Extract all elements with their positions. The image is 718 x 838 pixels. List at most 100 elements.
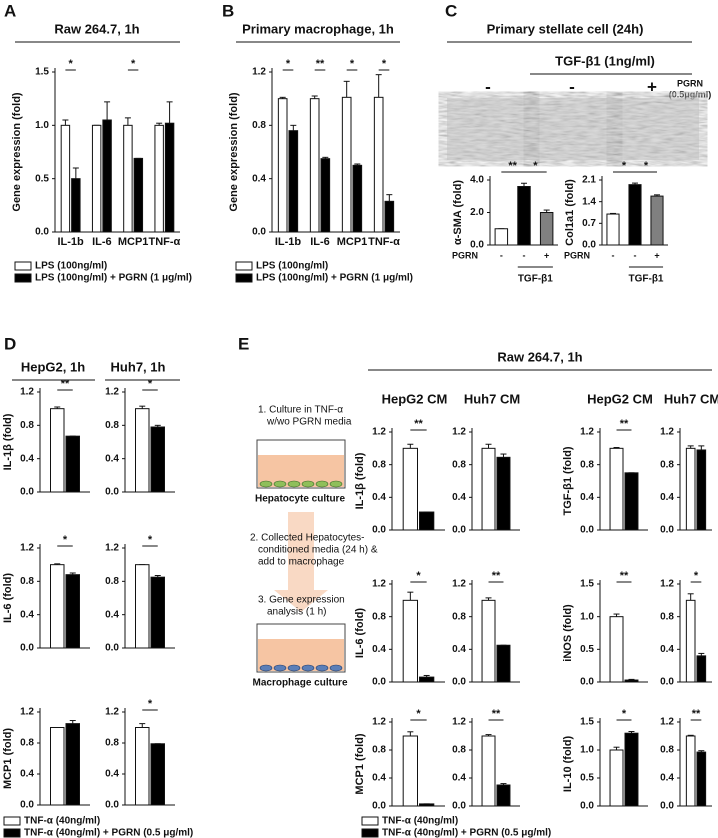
bar: [496, 784, 511, 807]
y-tick-label: 1.2: [452, 427, 466, 438]
y-tick-label: 0.4: [20, 769, 34, 780]
y-tick-label: 0.8: [372, 611, 386, 622]
column-title: Huh7 CM: [464, 391, 520, 406]
bar: [539, 212, 554, 246]
step-text: conditioned media (24 h) &: [258, 545, 378, 556]
y-tick-label: 0.0: [20, 487, 34, 498]
panel-title: Primary macrophage, 1h: [242, 21, 394, 36]
y-tick-label: 0.8: [452, 459, 466, 470]
y-tick-label: 0.0: [372, 525, 386, 536]
bar: [135, 408, 150, 493]
bar: [696, 449, 707, 531]
y-tick-label: 1.5: [580, 717, 594, 728]
bar: [624, 732, 639, 807]
y-tick-label: 0.8: [660, 745, 674, 756]
y-tick-label: 0.0: [105, 487, 119, 498]
legend-label: LPS (100ng/ml) + PGRN (1 μg/ml): [35, 273, 192, 284]
y-tick-label: 0.4: [105, 453, 119, 464]
x-tick-label: MCP1: [118, 236, 149, 248]
bar: [402, 735, 419, 807]
y-tick-label: 1.2: [372, 579, 386, 590]
culture-label: Hepatocyte culture: [255, 494, 345, 505]
group-label: TGF-β1: [629, 274, 664, 285]
bar: [419, 511, 435, 531]
y-tick-label: 0.0: [580, 525, 594, 536]
bar: [320, 158, 331, 233]
significance-star: *: [350, 58, 355, 70]
bar: [402, 599, 419, 683]
bar: [384, 200, 395, 233]
bar: [685, 599, 696, 683]
significance-star: *: [63, 534, 68, 546]
column-title: Huh7 CM: [664, 391, 718, 406]
significance-star: **: [620, 570, 629, 582]
y-tick-label: 1.0: [35, 120, 49, 131]
x-tick-label: MCP1: [337, 236, 368, 248]
bar: [341, 96, 352, 233]
legend-label: LPS (100ng/ml) + PGRN (1 μg/ml): [256, 273, 413, 284]
x-tick-label: IL-1b: [57, 236, 84, 248]
legend-swatch: [14, 273, 32, 283]
bar: [517, 186, 531, 246]
treatment-sign: -: [485, 77, 491, 96]
y-tick-label: 0.8: [252, 120, 266, 131]
panel-letter: A: [4, 1, 16, 20]
y-tick-label: 1.2: [20, 387, 34, 398]
bar: [50, 564, 65, 649]
x-tick-label: IL-6: [310, 236, 330, 248]
legend-swatch: [235, 261, 253, 271]
y-tick-label: 0.0: [660, 801, 674, 812]
panel-title: Raw 264.7, 1h: [54, 21, 139, 36]
significance-star: *: [694, 570, 699, 582]
bar: [50, 727, 65, 806]
panel-title: Primary stellate cell (24h): [487, 21, 644, 36]
legend-label: TNF-α (40ng/ml) + PGRN (0.5 μg/ml): [382, 828, 551, 838]
bar: [150, 426, 165, 493]
y-tick-label: 0.0: [372, 801, 386, 812]
pgrn-label: (0.5μg/ml): [669, 89, 712, 99]
treatment-label: TGF-β1 (1ng/ml): [555, 53, 655, 68]
y-tick-label: 1.2: [105, 387, 119, 398]
bar: [309, 98, 320, 233]
legend-swatch: [3, 816, 21, 826]
bar: [123, 124, 133, 233]
bar: [60, 124, 71, 233]
bar: [154, 124, 164, 233]
micrograph: [615, 98, 699, 160]
significance-star: **: [414, 418, 423, 430]
y-tick-label: 1.2: [252, 67, 266, 78]
y-tick-label: 1.0: [580, 745, 594, 756]
y-tick-label: 0.4: [372, 644, 386, 655]
y-tick-label: 0.8: [105, 738, 119, 749]
bar: [481, 735, 496, 807]
y-tick-label: 1.2: [20, 707, 34, 718]
y-tick-label: 0.4: [105, 769, 119, 780]
bar: [496, 456, 511, 531]
bar: [65, 723, 80, 806]
y-tick-label: 0.8: [372, 745, 386, 756]
y-tick-label: 0.0: [105, 643, 119, 654]
y-tick-label: 0.0: [20, 643, 34, 654]
bar: [481, 599, 496, 683]
y-tick-label: 0.8: [452, 611, 466, 622]
protocol-diagram: 1. Culture in TNF-α w/wo PGRN media Hepa…: [250, 405, 378, 689]
legend-label: LPS (100ng/ml): [35, 261, 107, 272]
significance-star: **: [620, 418, 629, 430]
bar: [624, 679, 639, 683]
significance-star: *: [131, 58, 136, 70]
y-axis-label: MCP1 (fold): [354, 733, 366, 794]
cells: [259, 664, 343, 672]
legend-label: LPS (100ng/ml): [256, 261, 328, 272]
significance-star: *: [416, 570, 421, 582]
bar: [609, 616, 624, 683]
x-tick-label: -: [634, 250, 637, 260]
y-tick-label: 0.8: [105, 420, 119, 431]
bar: [419, 676, 435, 683]
y-tick-label: 0.0: [660, 677, 674, 688]
bar: [609, 749, 624, 807]
significance-star: *: [644, 160, 649, 172]
significance-star: *: [148, 698, 153, 710]
culture-label: Macrophage culture: [252, 678, 347, 689]
y-tick-label: 1.5: [35, 67, 49, 78]
legend-swatch: [3, 828, 21, 838]
